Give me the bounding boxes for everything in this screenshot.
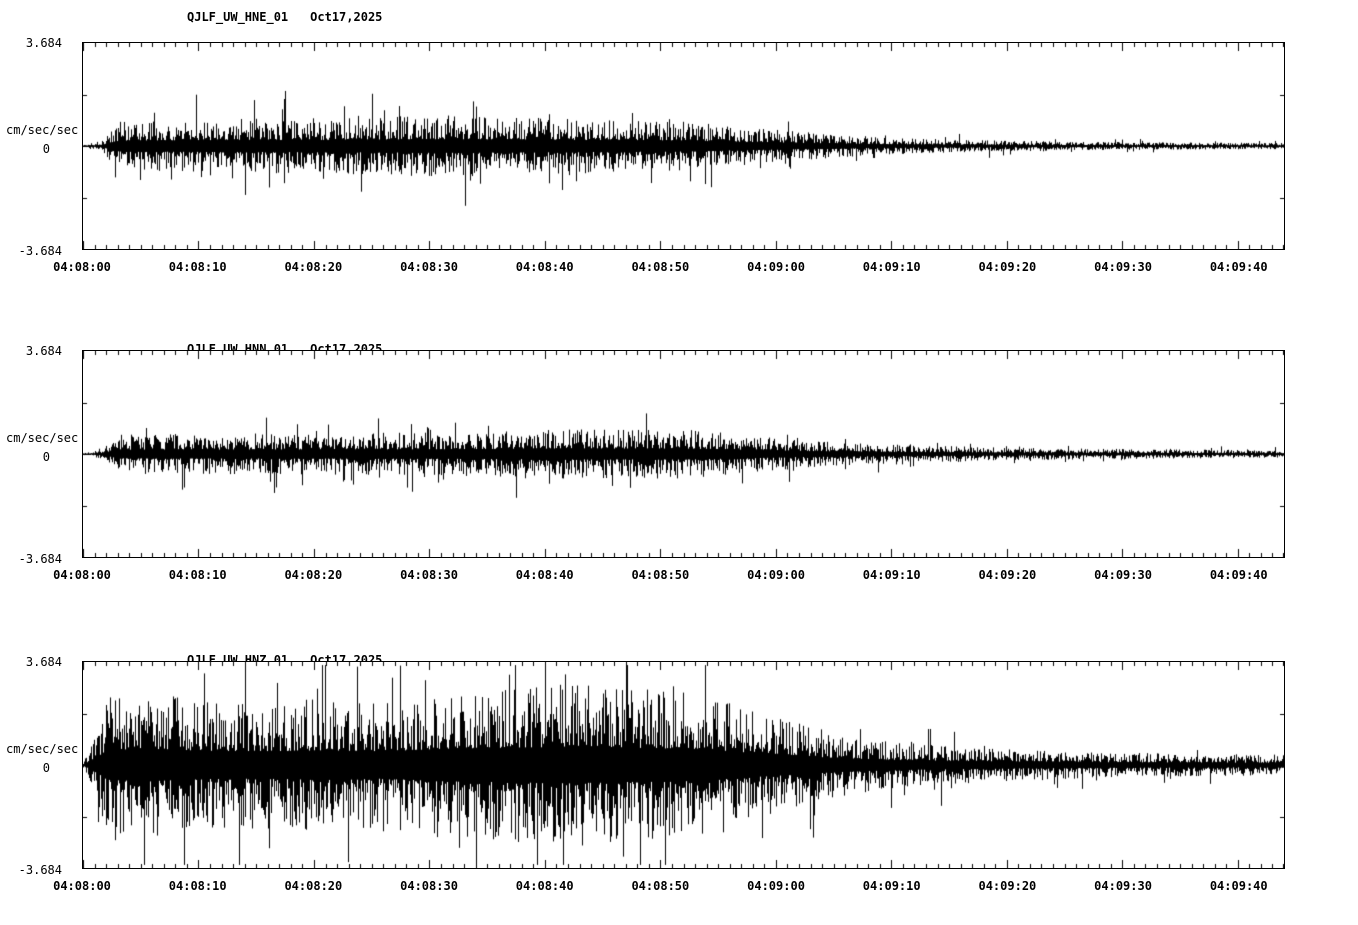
trace-date: Oct17,2025 (310, 10, 383, 24)
x-tick-label: 04:09:00 (747, 879, 805, 893)
x-tick-label: 04:09:20 (978, 568, 1037, 582)
x-tick-label: 04:09:40 (1209, 879, 1268, 893)
y-axis-units-label: cm/sec/sec (6, 742, 79, 756)
x-tick-label: 04:09:00 (747, 568, 805, 582)
x-tick-label: 04:08:10 (168, 568, 227, 582)
seismogram-panel-hnn: QJLF_UW_HNN_01 Oct17,2025 3.684 cm/sec/se… (0, 314, 1358, 614)
x-tick-label: 04:09:40 (1209, 568, 1268, 582)
x-tick-label: 04:08:10 (168, 879, 227, 893)
x-tick-label: 04:09:30 (1094, 260, 1152, 274)
x-tick-label: 04:09:30 (1094, 568, 1152, 582)
x-tick-label: 04:08:40 (515, 879, 574, 893)
y-axis-units-label: cm/sec/sec (6, 431, 79, 445)
y-axis-min-label: -3.684 (18, 244, 62, 258)
y-axis-zero-label: 0 (42, 142, 50, 156)
y-axis-min-label: -3.684 (18, 552, 62, 566)
plot-area (82, 661, 1285, 869)
x-tick-label: 04:08:00 (53, 879, 111, 893)
plot-area (82, 350, 1285, 558)
x-tick-label: 04:09:20 (978, 879, 1037, 893)
plot-area (82, 42, 1285, 250)
x-tick-label: 04:08:40 (515, 260, 574, 274)
x-axis-labels: 04:08:00 04:08:10 04:08:20 04:08:30 04:08:40… (0, 566, 1358, 582)
y-axis-units-label: cm/sec/sec (6, 123, 79, 137)
x-tick-label: 04:09:10 (862, 260, 921, 274)
x-tick-label: 04:08:30 (400, 879, 458, 893)
x-tick-label: 04:09:20 (978, 260, 1037, 274)
y-axis-max-label: 3.684 (25, 36, 62, 50)
x-tick-label: 04:08:20 (284, 568, 343, 582)
x-tick-label: 04:08:30 (400, 568, 458, 582)
trace-title: QJLF_UW_HNE_01 Oct17,2025 (187, 10, 382, 24)
waveform-trace-hne (83, 43, 1284, 249)
waveform-trace-hnn (83, 351, 1284, 557)
x-tick-label: 04:08:00 (53, 260, 111, 274)
x-tick-label: 04:08:50 (631, 879, 690, 893)
x-tick-label: 04:09:00 (747, 260, 805, 274)
x-axis-labels: 04:08:00 04:08:10 04:08:20 04:08:30 04:08:40… (0, 877, 1358, 893)
x-tick-label: 04:08:30 (400, 260, 458, 274)
x-axis-labels: 04:08:00 04:08:10 04:08:20 04:08:30 04:08:40… (0, 258, 1358, 274)
waveform-trace-hnz (83, 662, 1284, 868)
x-tick-label: 04:08:50 (631, 568, 690, 582)
x-tick-label: 04:08:50 (631, 260, 690, 274)
station-channel-id: QJLF_UW_HNE_01 (187, 10, 289, 24)
y-axis-max-label: 3.684 (25, 344, 62, 358)
x-tick-label: 04:09:10 (862, 879, 921, 893)
x-tick-label: 04:08:40 (515, 568, 574, 582)
x-tick-label: 04:09:30 (1094, 879, 1152, 893)
y-axis-min-label: -3.684 (18, 863, 62, 877)
y-axis-zero-label: 0 (42, 761, 50, 775)
x-tick-label: 04:08:10 (168, 260, 227, 274)
x-tick-label: 04:08:20 (284, 879, 343, 893)
y-axis-zero-label: 0 (42, 450, 50, 464)
seismogram-panel-hnz: QJLF_UW_HNZ_01 Oct17,2025 3.684 cm/sec/se… (0, 625, 1358, 925)
x-tick-label: 04:08:20 (284, 260, 343, 274)
y-axis-max-label: 3.684 (25, 655, 62, 669)
seismogram-panel-hne: QJLF_UW_HNE_01 Oct17,2025 3.684 cm/sec/se… (0, 6, 1358, 306)
x-tick-label: 04:09:40 (1209, 260, 1268, 274)
x-tick-label: 04:09:10 (862, 568, 921, 582)
x-tick-label: 04:08:00 (53, 568, 111, 582)
